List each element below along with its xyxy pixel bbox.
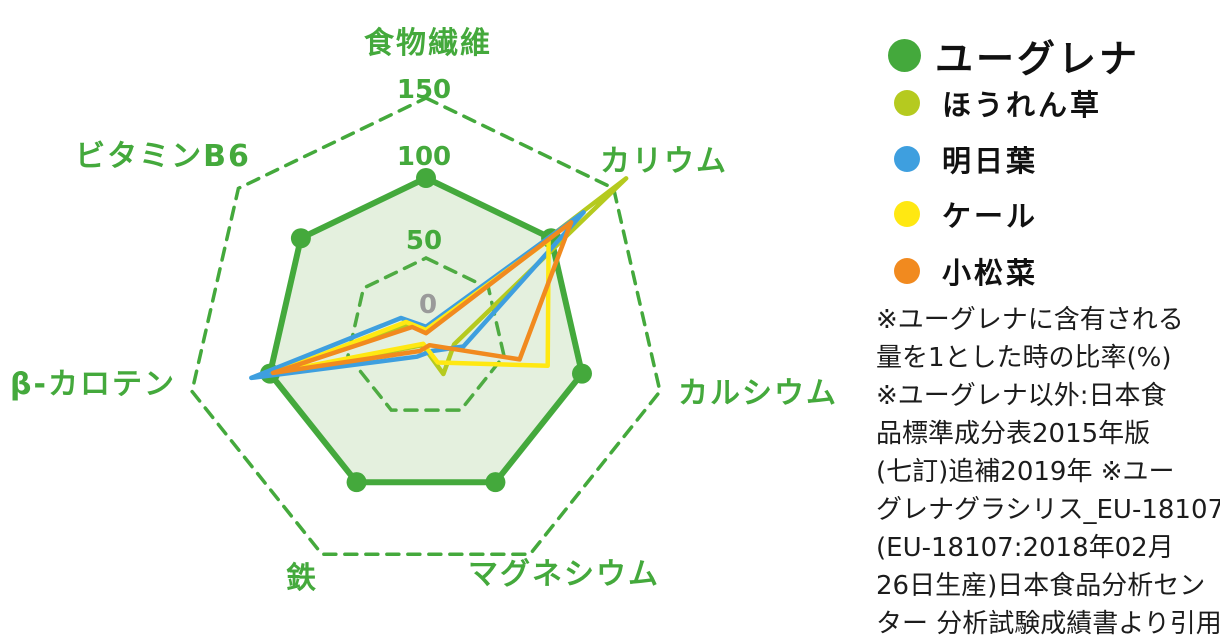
axis-label-4: 鉄 (286, 561, 318, 596)
legend-label: ほうれん草 (942, 88, 1103, 122)
axis-label-0: 食物繊維 (364, 26, 492, 61)
legend-dot-icon (894, 258, 920, 284)
radar-chart (190, 96, 662, 556)
tick-label-150: 150 (396, 75, 452, 105)
footnote-line-2: ※ユーグレナ以外:日本食 (876, 381, 1167, 411)
legend-label: ケール (942, 199, 1039, 233)
legend-label: ユーグレナ (935, 37, 1141, 81)
footnote-line-1: 量を1とした時の比率(%) (876, 343, 1172, 373)
footnote-source-text: ※ユーグレナに含有される 量を1とした時の比率(%) ※ユーグレナ以外:日本食 品標準… (876, 301, 1220, 642)
legend-item-1: ほうれん草 (894, 82, 1102, 124)
legend-item-3: ケール (894, 193, 1038, 235)
series-ashitaba (249, 210, 586, 381)
legend-item-2: 明日葉 (894, 138, 1038, 180)
tick-label-0: 0 (418, 290, 438, 320)
axis-label-2: カルシウム (678, 376, 838, 411)
euglena-vertex-dot (571, 363, 592, 384)
legend-label: 明日葉 (942, 144, 1039, 178)
series-komatsuna (270, 220, 574, 376)
legend-item-4: 小松菜 (894, 250, 1038, 292)
legend-dot-icon (894, 146, 920, 172)
legend-dot-icon (894, 90, 920, 116)
tick-label-50: 50 (405, 226, 443, 256)
legend-label: 小松菜 (942, 256, 1039, 290)
axis-label-6: ビタミンB6 (75, 139, 251, 174)
euglena-vertex-dot (485, 472, 506, 493)
footnote-line-7: 26日生産)日本食品分析セン (876, 571, 1206, 601)
legend-dot-icon (894, 201, 920, 227)
footnote-line-5: グレナグラシリス_EU-18107 (876, 495, 1220, 525)
axis-label-3: マグネシウム (468, 557, 660, 592)
grid-ring-50 (346, 256, 506, 412)
axis-label-5: β-カロテン (10, 367, 176, 402)
axis-label-1: カリウム (600, 144, 728, 179)
footnote-line-8: ター 分析試験成績書より引用 (876, 609, 1220, 639)
euglena-vertex-dot (416, 168, 436, 188)
tick-label-100: 100 (396, 142, 452, 172)
footnote-line-6: (EU-18107:2018年02月 (876, 533, 1174, 563)
legend-dot-icon (888, 39, 921, 72)
euglena-vertex-dot (290, 228, 311, 249)
series-kale (274, 237, 551, 375)
footnote-line-4: (七訂)追補2019年 ※ユー (876, 457, 1175, 487)
footnote-line-3: 品標準成分表2015年版 (876, 419, 1151, 449)
legend-item-0: ユーグレナ (888, 28, 1140, 83)
grid-ring-150 (190, 96, 662, 556)
euglena-vertex-dot (346, 472, 367, 493)
footnote-line-0: ※ユーグレナに含有される (876, 305, 1184, 335)
